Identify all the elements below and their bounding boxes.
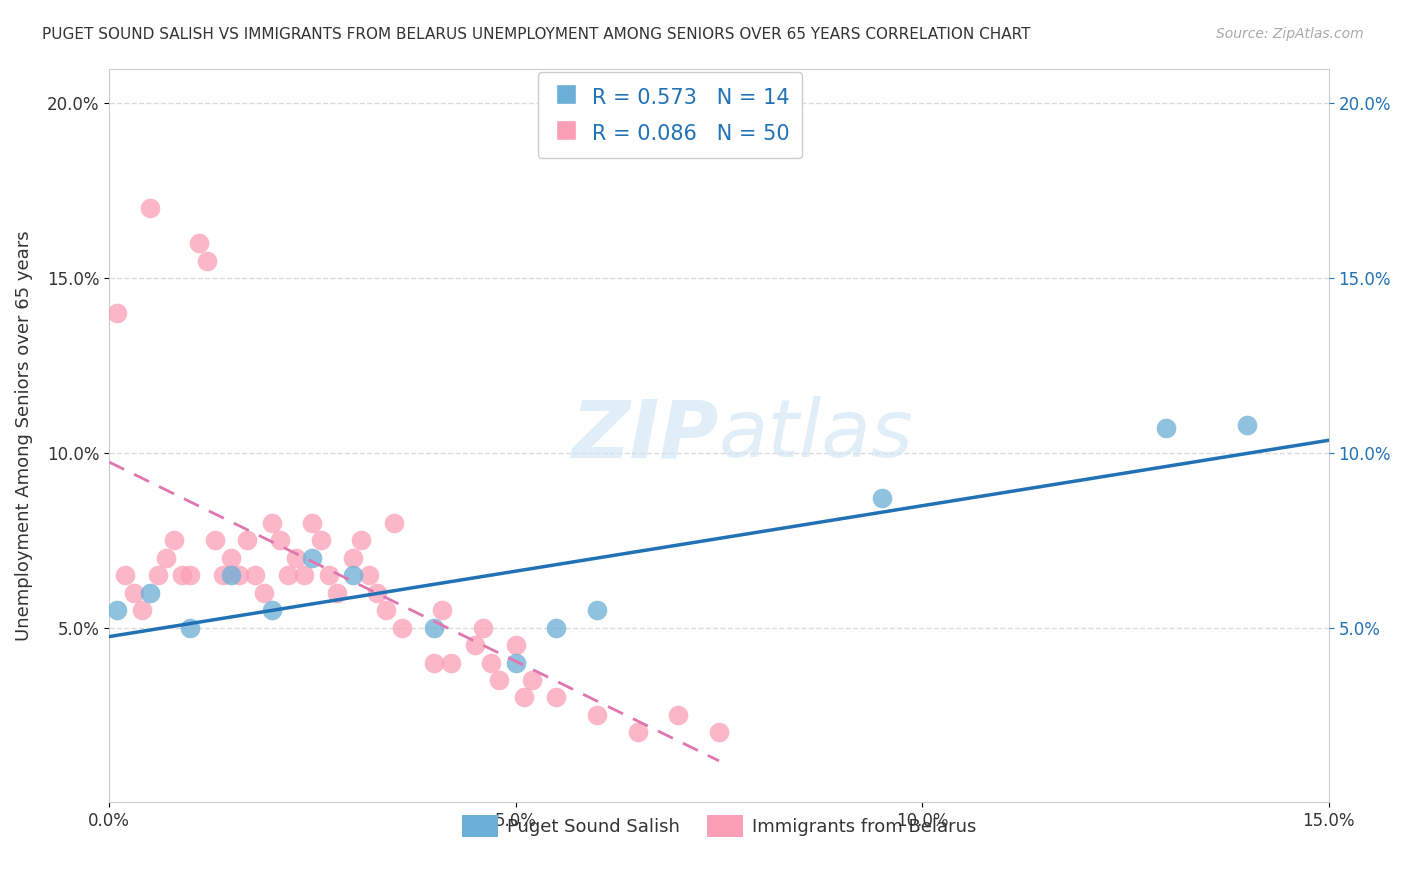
Point (105, 306, 128, 320)
Point (546, 690, 568, 705)
Point (105, 603, 128, 617)
Point (301, 516, 323, 530)
Point (139, 201, 162, 215)
Point (513, 690, 536, 705)
Point (277, 568, 299, 582)
Point (472, 621, 495, 635)
Point (350, 533, 373, 548)
Point (318, 568, 340, 582)
Point (326, 585, 349, 599)
Point (179, 621, 201, 635)
Point (122, 585, 145, 599)
Point (374, 603, 396, 617)
Point (285, 550, 308, 565)
Point (342, 568, 364, 582)
Point (172, 568, 194, 582)
Point (439, 656, 461, 670)
Point (707, 725, 730, 739)
Point (245, 568, 267, 582)
Point (195, 253, 218, 268)
Point (309, 533, 332, 548)
Point (131, 603, 153, 617)
Point (546, 621, 568, 635)
Point (391, 621, 413, 635)
Point (228, 568, 250, 582)
Point (252, 585, 274, 599)
Y-axis label: Unemployment Among Seniors over 65 years: Unemployment Among Seniors over 65 years (15, 230, 32, 640)
Point (212, 568, 235, 582)
Point (236, 533, 259, 548)
Point (505, 656, 527, 670)
Text: atlas: atlas (718, 396, 914, 475)
Point (520, 673, 543, 687)
Point (366, 585, 388, 599)
Point (260, 516, 283, 530)
Text: PUGET SOUND SALISH VS IMMIGRANTS FROM BELARUS UNEMPLOYMENT AMONG SENIORS OVER 65: PUGET SOUND SALISH VS IMMIGRANTS FROM BE… (42, 27, 1031, 42)
Point (301, 550, 323, 565)
Text: Source: ZipAtlas.com: Source: ZipAtlas.com (1216, 27, 1364, 41)
Point (505, 638, 527, 652)
Point (479, 656, 502, 670)
Point (219, 568, 242, 582)
Text: ZIP: ZIP (572, 396, 718, 475)
Point (1154, 421, 1177, 435)
Point (1236, 417, 1258, 432)
Point (423, 656, 446, 670)
Point (423, 621, 446, 635)
Point (586, 603, 609, 617)
Legend: Puget Sound Salish, Immigrants from Belarus: Puget Sound Salish, Immigrants from Bela… (454, 808, 983, 845)
Point (139, 585, 162, 599)
Point (219, 550, 242, 565)
Point (359, 568, 381, 582)
Point (292, 568, 315, 582)
Point (204, 533, 226, 548)
Point (382, 516, 405, 530)
Point (488, 673, 510, 687)
Point (114, 568, 136, 582)
Point (342, 550, 364, 565)
Point (269, 533, 291, 548)
Point (627, 725, 650, 739)
Point (432, 603, 454, 617)
Point (146, 568, 169, 582)
Point (163, 533, 186, 548)
Point (666, 707, 689, 722)
Point (155, 550, 177, 565)
Point (586, 707, 609, 722)
Point (870, 491, 893, 506)
Point (260, 603, 283, 617)
Point (179, 568, 201, 582)
Point (187, 236, 209, 251)
Point (464, 638, 486, 652)
